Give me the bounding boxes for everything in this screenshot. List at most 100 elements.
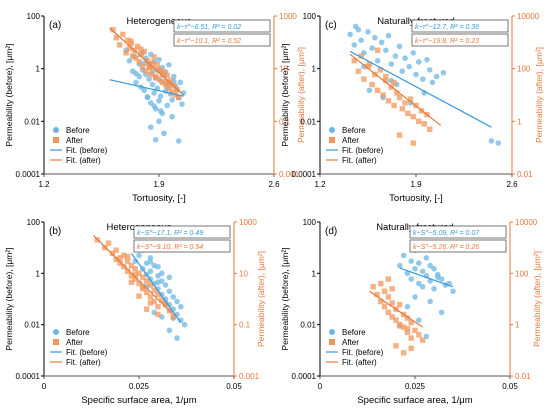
- data-point-before: [410, 50, 417, 56]
- y2-tick-label: 0.001: [279, 170, 300, 179]
- data-point-before: [412, 266, 418, 272]
- data-point-after: [410, 113, 416, 120]
- y2-tick-label: 10000: [517, 12, 540, 21]
- legend-entry: After: [66, 136, 83, 145]
- y-tick-label: 0.0001: [16, 170, 41, 179]
- legend-marker-before: [53, 127, 59, 133]
- data-point-after: [394, 90, 400, 96]
- data-point-before: [374, 57, 381, 64]
- y-axis-label: Permeability (before), [μm²]: [280, 247, 290, 350]
- legend-entry: After: [342, 338, 359, 347]
- data-point-after: [126, 45, 133, 51]
- data-point-before: [495, 140, 502, 146]
- data-point-after: [143, 278, 150, 284]
- data-point-after: [389, 314, 395, 320]
- data-point-before: [347, 31, 353, 38]
- data-point-after: [149, 60, 156, 66]
- data-point-after: [166, 85, 172, 91]
- data-point-after: [141, 48, 147, 55]
- data-point-after: [132, 276, 138, 282]
- data-point-after: [134, 43, 141, 50]
- y-axis-label: Permeability (before), [μm²]: [4, 43, 14, 146]
- data-point-after: [396, 132, 403, 138]
- data-point-before: [423, 255, 430, 261]
- data-point-before: [152, 136, 159, 143]
- y-tick-label: 0.01: [300, 321, 316, 330]
- legend-marker-after: [53, 137, 59, 143]
- data-point-after: [147, 294, 154, 300]
- data-point-after: [147, 282, 154, 288]
- legend-marker-before: [329, 127, 335, 133]
- fit-line-before: [349, 50, 492, 128]
- panel-c: 1.2 1.9 2.6 0.0001 0.01 1 100 0.01 1 100 10000 Tort…: [280, 12, 544, 204]
- data-point-after: [128, 262, 135, 269]
- data-point-after: [143, 289, 150, 296]
- data-point-before: [416, 280, 422, 287]
- legend-marker-after: [329, 137, 335, 143]
- data-point-after: [113, 256, 119, 263]
- data-point-before: [144, 94, 151, 100]
- data-point-before: [157, 108, 164, 114]
- y-tick-label: 0.0001: [292, 372, 317, 381]
- data-point-before: [440, 69, 447, 76]
- data-point-after: [377, 67, 384, 73]
- data-point-before: [178, 303, 184, 310]
- fit-label-box-after: [133, 239, 231, 253]
- data-point-after: [385, 294, 392, 300]
- x-axis-label: Tortuosity, [-]: [132, 193, 186, 204]
- legend-marker-after: [329, 339, 335, 345]
- x-tick-label: 1.2: [38, 180, 50, 189]
- data-point-before: [161, 130, 167, 137]
- y-tick-label: 0.01: [24, 321, 40, 330]
- data-point-before: [352, 23, 359, 30]
- fit-label-before: k~S^−5.09, R² = 0.07: [413, 230, 480, 237]
- data-point-after: [133, 55, 139, 61]
- fit-label-box-after: [409, 239, 507, 253]
- data-point-before: [431, 285, 437, 292]
- data-point-before: [416, 260, 422, 266]
- data-point-after: [117, 260, 123, 266]
- data-point-before: [166, 288, 173, 295]
- data-point-after: [385, 309, 392, 316]
- data-point-before: [170, 294, 176, 300]
- data-point-after: [154, 62, 161, 68]
- legend-entry: Before: [66, 328, 90, 337]
- y-axis-label: Permeability (before), [μm²]: [4, 247, 14, 350]
- data-point-after: [358, 53, 364, 59]
- x-axis-label: Specific surface area, 1/μm: [357, 395, 472, 406]
- legend-entry: Fit. (after): [66, 358, 101, 367]
- data-point-before: [427, 262, 434, 269]
- y2-tick-label: 0.1: [239, 321, 251, 330]
- data-point-after: [128, 273, 135, 279]
- data-point-before: [438, 309, 445, 316]
- panel-title: Heterogeneous: [127, 16, 192, 27]
- data-point-after: [374, 47, 381, 53]
- data-point-after: [170, 314, 176, 320]
- data-point-after: [419, 337, 426, 343]
- data-point-after: [396, 94, 403, 101]
- y2-tick-label: 1000: [239, 218, 257, 227]
- fit-label-box-before: [411, 19, 509, 33]
- data-point-before: [419, 268, 426, 275]
- data-point-before: [155, 279, 161, 286]
- data-point-before: [365, 29, 371, 35]
- fit-label-box-before: [133, 225, 231, 239]
- legend-entry: Before: [342, 126, 366, 135]
- data-point-after: [136, 293, 142, 299]
- data-point-after: [402, 100, 408, 106]
- data-point-after: [156, 67, 162, 74]
- data-point-after: [151, 54, 157, 60]
- data-point-before: [175, 138, 182, 144]
- data-point-before: [396, 43, 403, 50]
- panel-label: (c): [325, 20, 337, 31]
- data-point-after: [147, 300, 154, 306]
- panel-label: (a): [49, 20, 61, 31]
- data-point-before: [177, 79, 184, 86]
- data-point-before: [369, 45, 375, 51]
- data-point-before: [406, 63, 412, 70]
- data-point-after: [164, 72, 170, 79]
- fit-label-box-before: [409, 225, 507, 239]
- data-point-before: [385, 32, 392, 39]
- data-point-after: [140, 284, 146, 290]
- legend-entry: Fit. (before): [342, 348, 384, 357]
